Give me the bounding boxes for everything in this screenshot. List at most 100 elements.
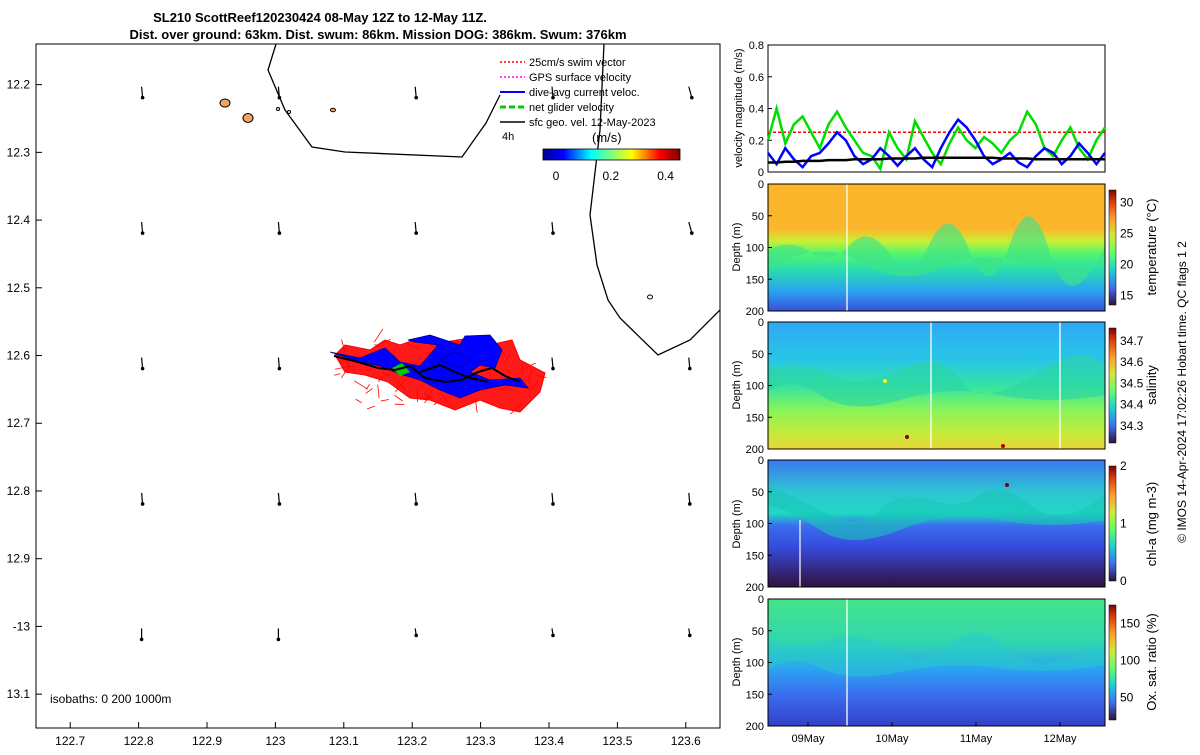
map-x-tick-label: 123.6 [671,734,701,748]
reef-patch [648,295,653,299]
time-step-label: 4h [502,131,514,143]
section-cbar-tick-label: 30 [1120,195,1134,209]
section-y-tick-label: 100 [746,381,764,393]
section-cbar-tick-label: 25 [1120,227,1134,241]
geo-arrow-head [551,634,555,638]
section-cbar-tick-label: 0 [1120,574,1127,588]
salinity-ylabel: Depth (m) [731,361,743,410]
section-y-tick-label: 100 [746,243,764,255]
geo-arrow-head [690,231,694,235]
temperature-colorbar [1109,190,1116,305]
map-y-tick-label: 12.4 [7,213,31,227]
geo-arrow-head [551,231,555,235]
geo-arrow-head [141,367,145,371]
geo-arrow-head [278,231,282,235]
legend-current-label: dive-avg current veloc. [529,87,640,99]
geo-arrow-head [140,638,144,642]
geo-arrow-head [141,502,145,506]
footer-credit: © IMOS 14-Apr-2024 17:02:26 Hobart time.… [1175,241,1189,543]
legend-gps-label: GPS surface velocity [529,72,632,84]
legend-swim-label: 25cm/s swim vector [529,57,626,69]
geo-arrow-head [278,96,282,100]
section-cbar-tick-label: 34.5 [1120,376,1144,390]
oxygen-panel: Ox. sat. ratio (%) Depth (m) [731,599,1159,726]
reef-patch [277,108,280,111]
geo-arrow-head [688,634,692,638]
time-tick-label: 09May [791,733,825,745]
map-y-tick-label: -13 [13,619,31,633]
geo-arrow-head [141,231,145,235]
section-y-tick-label: 200 [746,582,764,594]
title-line-2: Dist. over ground: 63km. Dist. swum: 86k… [129,27,626,42]
velocity-y-tick-label: 0.6 [749,72,764,84]
geo-arrow-head [277,638,281,642]
chl-panel: chl-a (mg m-3) Depth (m) [731,460,1159,587]
geo-arrow-head [688,367,692,371]
section-y-tick-label: 50 [752,211,764,223]
oxygen-colorbar [1109,605,1116,720]
section-cbar-tick-label: 34.7 [1120,334,1144,348]
section-y-tick-label: 100 [746,658,764,670]
section-y-tick-label: 0 [758,455,764,467]
section-cbar-tick-label: 20 [1120,258,1134,272]
map-x-tick-label: 122.7 [55,734,85,748]
section-y-tick-label: 150 [746,274,764,286]
velocity-y-tick-label: 0.8 [749,40,764,52]
velocity-y-tick-label: 0.4 [749,104,764,116]
reef-patch [220,99,230,107]
map-y-tick-label: 12.8 [7,484,31,498]
isobaths-label: isobaths: 0 200 1000m [50,692,171,706]
section-cbar-tick-label: 150 [1120,617,1140,631]
section-y-tick-label: 100 [746,519,764,531]
map-y-tick-label: 12.5 [7,281,31,295]
map-x-tick-label: 122.8 [124,734,154,748]
temperature-panel: temperature (°C) Depth (m) [731,184,1159,311]
reef-patch [331,108,336,112]
geo-arrow-head [551,367,555,371]
section-cbar-tick-label: 50 [1120,691,1134,705]
section-y-tick-label: 150 [746,689,764,701]
section-y-tick-label: 0 [758,594,764,606]
salinity-outlier [1001,444,1005,448]
salinity-outlier [905,435,909,439]
map-y-tick-label: 12.7 [7,416,31,430]
section-y-tick-label: 50 [752,487,764,499]
colorbar-tick-label: 0.4 [657,169,674,183]
geo-arrow-head [551,502,555,506]
chl-colorbar [1109,466,1116,581]
velocity-ylabel: velocity magnitude (m/s) [733,48,745,167]
section-y-tick-label: 150 [746,412,764,424]
legend-net-label: net glider velocity [529,102,614,114]
title-line-1: SL210 ScottReef120230424 08-May 12Z to 1… [153,10,487,25]
legend-geo-label: sfc geo. vel. 12-May-2023 [529,117,656,129]
section-cbar-tick-label: 15 [1120,289,1134,303]
map-y-tick-label: 12.9 [7,552,31,566]
geo-arrow-head [414,634,418,638]
map-x-tick-label: 123.4 [534,734,564,748]
map-y-tick-label: 12.3 [7,145,31,159]
salinity-colorbar [1109,328,1116,443]
geo-arrow-head [690,96,694,100]
colorbar-tick-label: 0.2 [602,169,619,183]
map-y-tick-label: 12.6 [7,349,31,363]
colorbar-tick-label: 0 [553,169,560,183]
map-y-tick-label: 13.1 [7,687,31,701]
salinity-outlier [883,379,887,383]
chl-cbar-label: chl-a (mg m-3) [1144,482,1159,567]
map-x-tick-label: 123.1 [329,734,359,748]
temperature-cbar-label: temperature (°C) [1144,199,1159,296]
map-x-tick-label: 123 [265,734,285,748]
section-cbar-tick-label: 2 [1120,459,1127,473]
chl-ylabel: Depth (m) [731,500,743,549]
section-cbar-tick-label: 34.6 [1120,355,1144,369]
salinity-cbar-label: salinity [1144,365,1159,405]
section-cbar-tick-label: 34.3 [1120,419,1144,433]
colorbar-unit-label: (m/s) [592,130,622,145]
velocity-y-tick-label: 0 [758,167,764,179]
speed-colorbar [543,149,680,160]
map-y-tick-label: 12.2 [7,78,31,92]
temperature-ylabel: Depth (m) [731,223,743,272]
time-tick-label: 12May [1043,733,1077,745]
